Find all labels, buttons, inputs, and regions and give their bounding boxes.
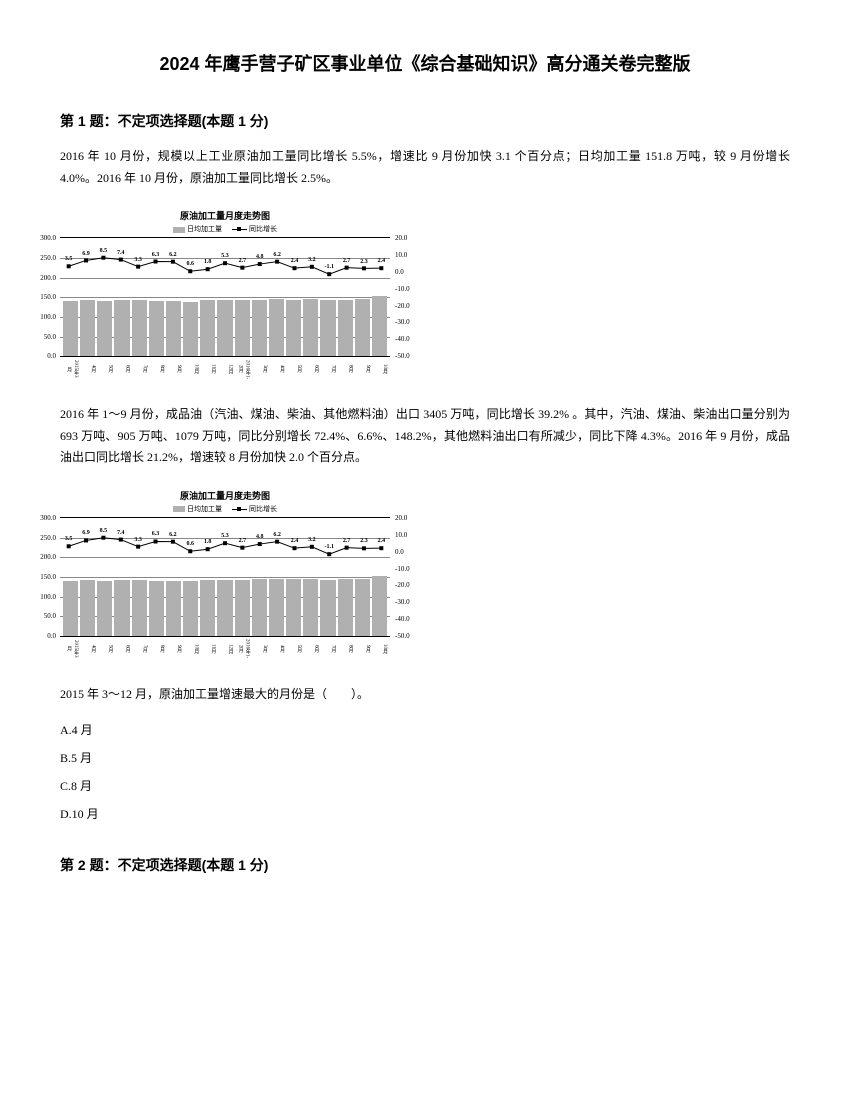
data-label: 3.5 xyxy=(65,536,73,542)
y-axis-right: 20.010.00.0-10.0-20.0-30.0-40.0-50.0 xyxy=(393,518,418,636)
data-label: 3.5 xyxy=(65,256,73,262)
data-label: 3.3 xyxy=(134,257,142,263)
data-label: 5.3 xyxy=(221,533,229,539)
y-axis-left: 300.0250.0200.0150.0100.050.00.0 xyxy=(30,518,58,636)
data-label: 6.2 xyxy=(273,252,281,258)
data-label: 6.2 xyxy=(273,532,281,538)
data-label: -1.1 xyxy=(324,544,334,550)
data-label: 2.4 xyxy=(378,258,386,264)
data-label: 6.9 xyxy=(82,251,90,257)
page-title: 2024 年鹰手营子矿区事业单位《综合基础知识》高分通关卷完整版 xyxy=(60,50,790,76)
data-label: 1.8 xyxy=(204,539,212,545)
data-label: 8.5 xyxy=(100,248,108,254)
chart-title: 原油加工量月度走势图 xyxy=(60,489,390,502)
data-label: 6.3 xyxy=(152,252,160,258)
data-label: 6.2 xyxy=(169,532,177,538)
option-b: B.5 月 xyxy=(60,746,790,770)
chart-legend: 日均加工量同比增长 xyxy=(60,224,390,234)
data-label: 2.7 xyxy=(343,538,351,544)
data-label: 2.3 xyxy=(360,259,368,265)
data-label: 2.3 xyxy=(360,538,368,544)
data-label: -1.1 xyxy=(324,264,334,270)
y-axis-left: 300.0250.0200.0150.0100.050.00.0 xyxy=(30,238,58,356)
data-label: 5.3 xyxy=(221,253,229,259)
data-label: 2.4 xyxy=(378,538,386,544)
question1-header: 第 1 题：不定项选择题(本题 1 分) xyxy=(60,111,790,131)
chart-title: 原油加工量月度走势图 xyxy=(60,209,390,222)
data-label: 3.2 xyxy=(308,537,316,543)
x-labels: 2015年3月4月5月6月7月8月9月10月11月12月2016年1-2月3月4… xyxy=(60,359,390,379)
chart-area: 300.0250.0200.0150.0100.050.00.020.010.0… xyxy=(60,237,390,357)
data-label: 6.3 xyxy=(152,531,160,537)
data-label: 2.4 xyxy=(291,258,299,264)
chart1-container: 原油加工量月度走势图日均加工量同比增长 300.0250.0200.0150.01… xyxy=(60,209,390,379)
data-label: 6.9 xyxy=(82,530,90,536)
option-a: A.4 月 xyxy=(60,718,790,742)
data-label: 2.7 xyxy=(239,258,247,264)
data-label: 4.8 xyxy=(256,254,264,260)
question1-paragraph1: 2016 年 10 月份，规模以上工业原油加工量同比增长 5.5%，增速比 9 … xyxy=(60,146,790,189)
chart-legend: 日均加工量同比增长 xyxy=(60,504,390,514)
data-label: 2.4 xyxy=(291,538,299,544)
option-c: C.8 月 xyxy=(60,774,790,798)
data-label: 6.2 xyxy=(169,252,177,258)
question2-header: 第 2 题：不定项选择题(本题 1 分) xyxy=(60,855,790,875)
data-label: 8.5 xyxy=(100,528,108,534)
question1-paragraph2: 2016 年 1～9 月份，成品油（汽油、煤油、柴油、其他燃料油）出口 3405… xyxy=(60,404,790,469)
option-d: D.10 月 xyxy=(60,802,790,826)
data-label: 0.6 xyxy=(187,541,195,547)
data-label: 7.4 xyxy=(117,530,125,536)
data-label: 7.4 xyxy=(117,250,125,256)
chart2-container: 原油加工量月度走势图日均加工量同比增长 300.0250.0200.0150.01… xyxy=(60,489,390,659)
y-axis-right: 20.010.00.0-10.0-20.0-30.0-40.0-50.0 xyxy=(393,238,418,356)
data-label: 0.6 xyxy=(187,261,195,267)
chart-area: 300.0250.0200.0150.0100.050.00.020.010.0… xyxy=(60,517,390,637)
data-label: 3.2 xyxy=(308,257,316,263)
data-label: 2.7 xyxy=(239,538,247,544)
question1-text: 2015 年 3～12 月，原油加工量增速最大的月份是（ ）。 xyxy=(60,684,790,706)
data-label: 1.8 xyxy=(204,259,212,265)
x-labels: 2015年3月4月5月6月7月8月9月10月11月12月2016年1-2月3月4… xyxy=(60,639,390,659)
data-label: 4.8 xyxy=(256,534,264,540)
data-label: 3.3 xyxy=(134,537,142,543)
data-label: 2.7 xyxy=(343,258,351,264)
